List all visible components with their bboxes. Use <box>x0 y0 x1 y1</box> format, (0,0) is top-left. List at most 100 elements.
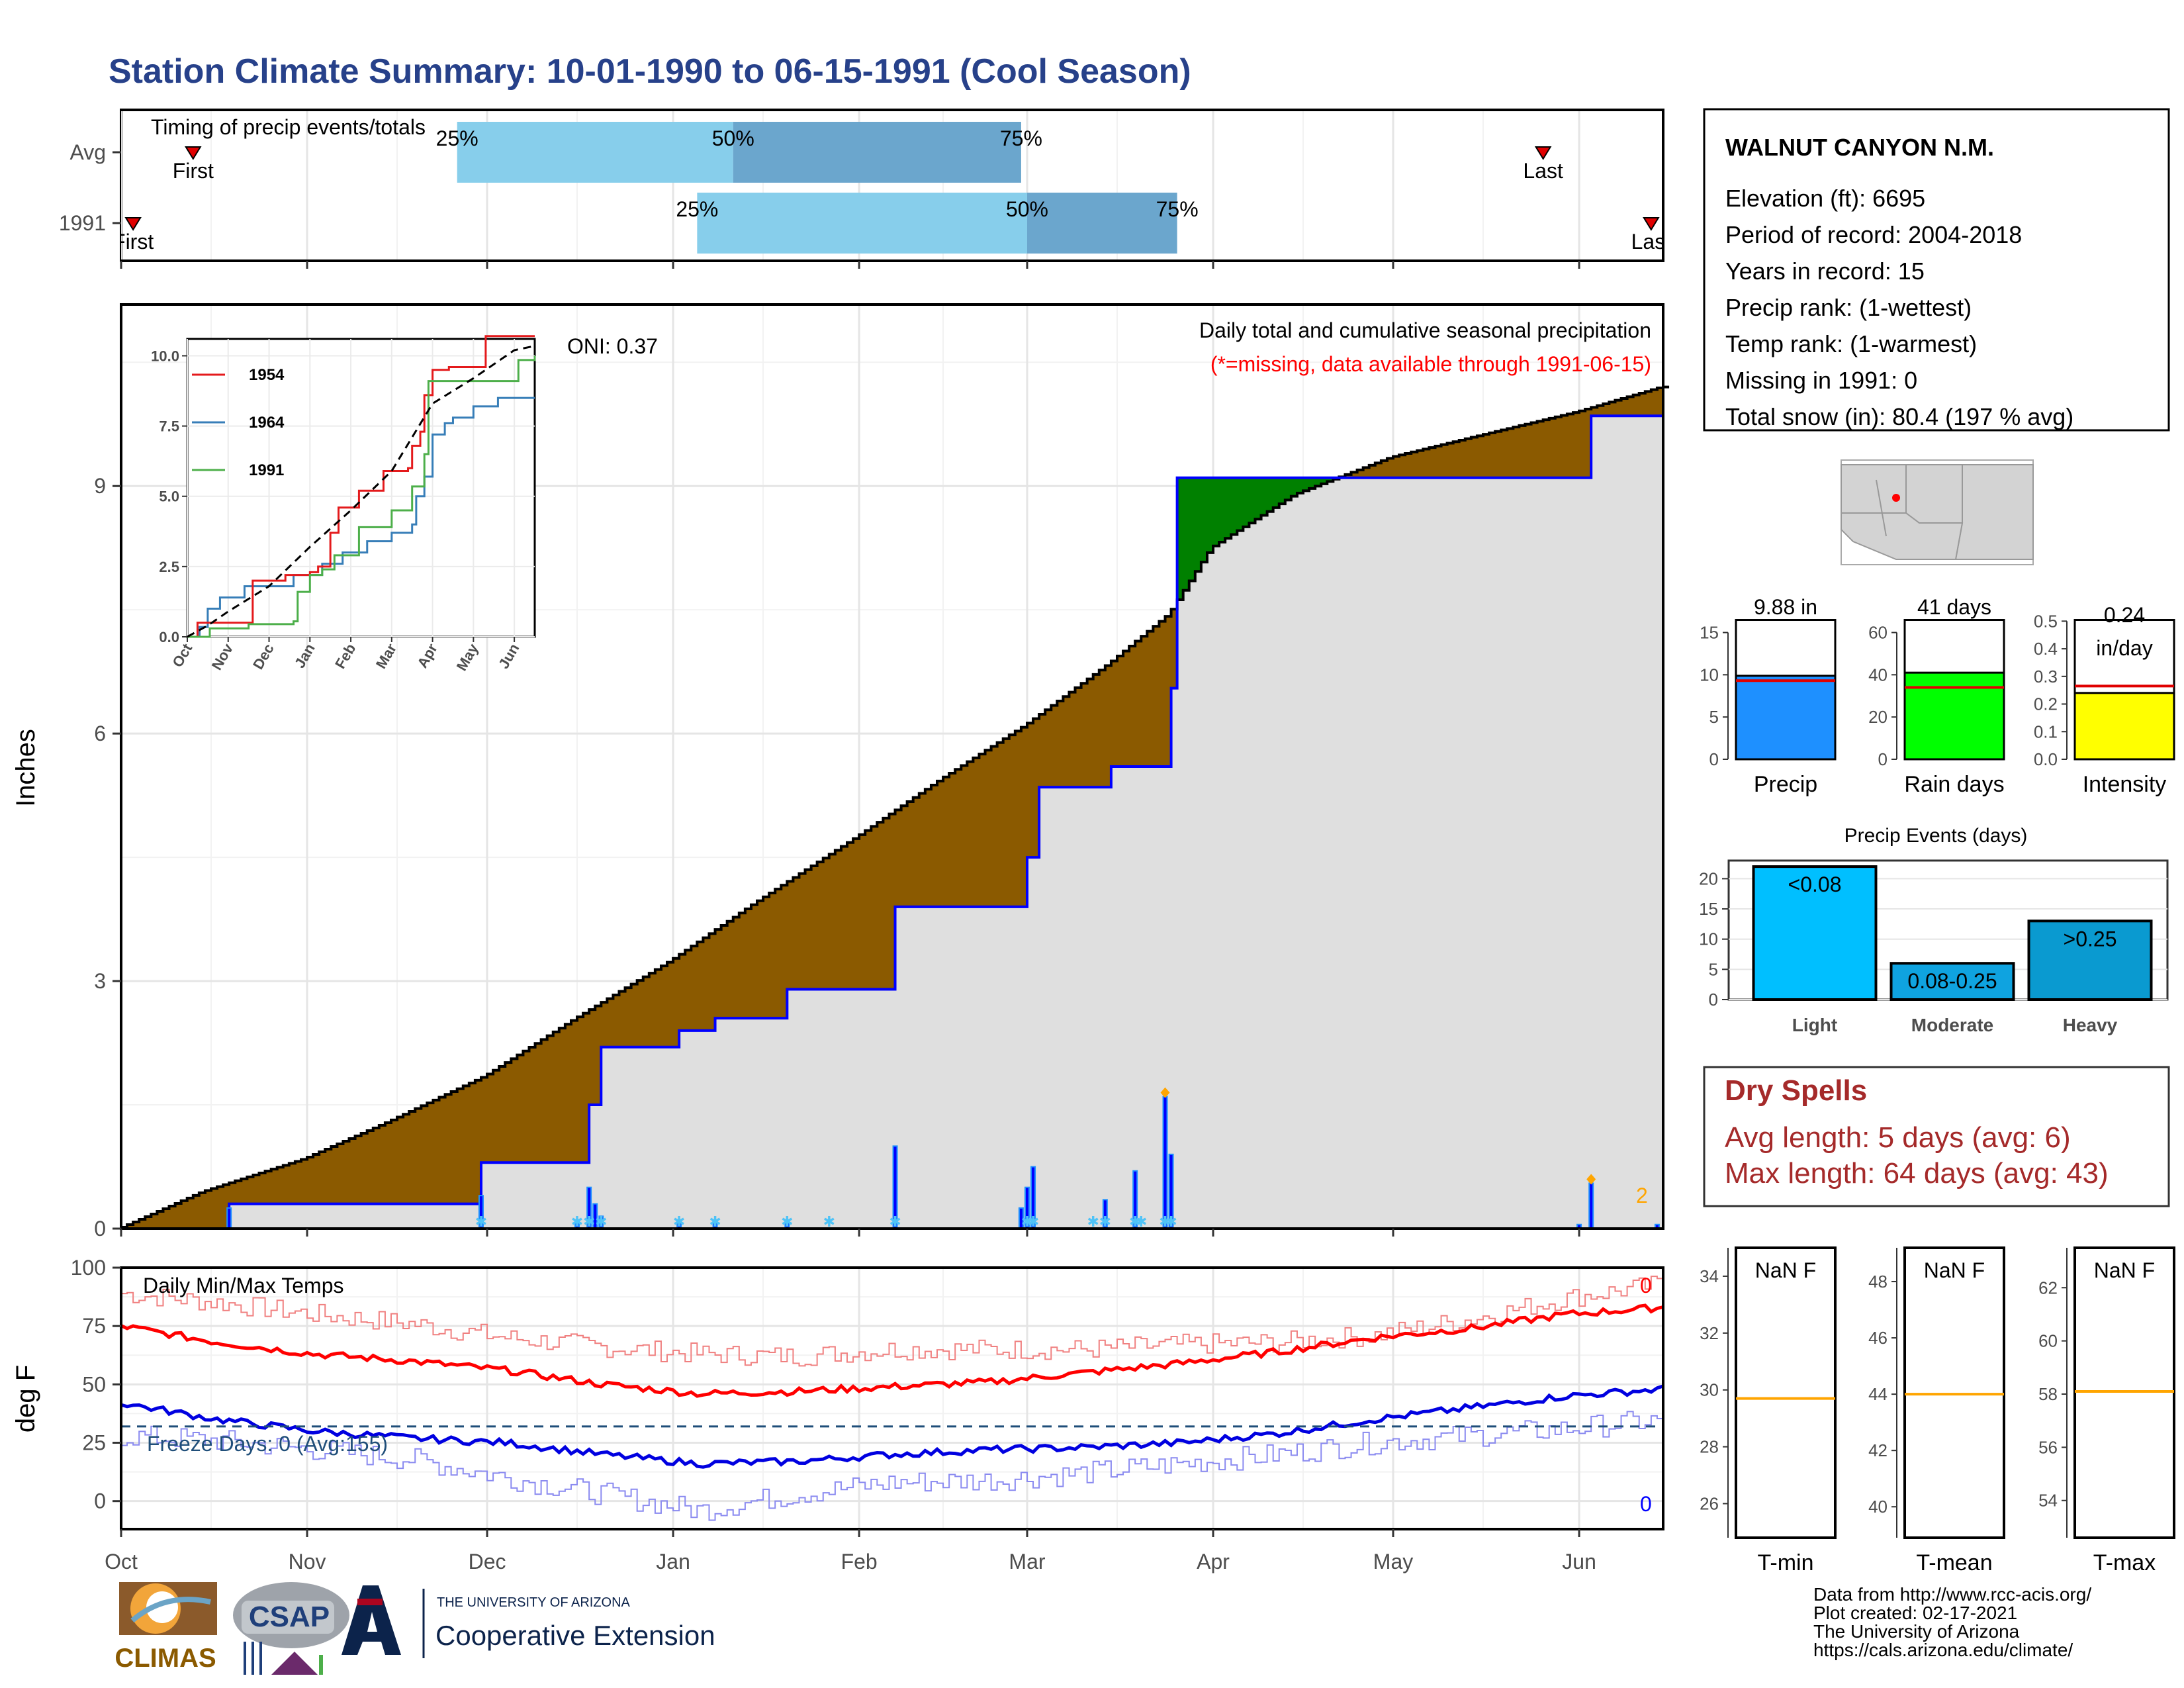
temp-box-y-tick-label: 34 <box>1700 1266 1719 1286</box>
dry-spells-avg: Avg length: 5 days (avg: 6) <box>1725 1121 2071 1154</box>
cumulative-average-line <box>121 385 1670 1229</box>
station-precip-rank: Precip rank: (1-wettest) <box>1725 294 1972 321</box>
mini-bar-y-tick-label: 60 <box>1868 623 1888 643</box>
ua-cooperative-extension: Cooperative Extension <box>435 1620 715 1651</box>
mini-bar-y-tick-label: 15 <box>1700 623 1719 643</box>
temp-box-value-label: NaN F <box>1755 1258 1816 1282</box>
temp-y-tick-label: 75 <box>82 1314 106 1338</box>
mini-bar-y-tick-label: 0 <box>1709 749 1719 769</box>
temp-box-frame <box>1903 1246 2005 1539</box>
timing-title: Timing of precip events/totals <box>151 115 426 139</box>
temp-summary-boxes: NaN F 26 28 30 32 34 T-min NaN F 40 42 44 46 48 T-mea… <box>1700 1246 2175 1575</box>
temp-panel-title: Daily Min/Max Temps <box>143 1274 343 1297</box>
snow-day-marker: ✱ <box>475 1213 487 1230</box>
month-tick-label: Feb <box>841 1550 878 1573</box>
heavy-precip-marker <box>1160 1087 1170 1098</box>
mini-bar-value-label: 9.88 in <box>1754 595 1817 619</box>
timing-bar-q50-q75 <box>733 122 1021 183</box>
mini-bar-y-tick-label: 0.0 <box>2034 749 2058 769</box>
dry-spells-box: Dry Spells Avg length: 5 days (avg: 6) M… <box>1703 1066 2170 1207</box>
temp-box-y-tick-label: 40 <box>1868 1497 1888 1517</box>
snow-day-marker: ✱ <box>673 1213 685 1230</box>
credit-university: The University of Arizona <box>1813 1621 2020 1642</box>
timing-q25-label: 25% <box>436 126 478 150</box>
timing-bar-q25-q50 <box>697 193 1027 254</box>
mini-bar-y-tick-label: 0 <box>1878 749 1888 769</box>
precip-count-label: 2 <box>1636 1184 1648 1207</box>
summary-bars: 0 5 10 15 9.88 in Precip 0 20 40 60 41 days Rain da… <box>1700 595 2175 797</box>
precip-events-title: Precip Events (days) <box>1844 825 2028 847</box>
inset-y-tick-label: 0.0 <box>159 629 179 645</box>
tmax-1991-line <box>121 1276 1664 1367</box>
snow-day-marker: ✱ <box>781 1213 793 1230</box>
station-period: Period of record: 2004-2018 <box>1725 221 2022 248</box>
credits: Data from http://www.rcc-acis.org/ Plot … <box>1813 1584 2091 1660</box>
oni-value: ONI: 0.37 <box>567 334 658 358</box>
temp-box-y-tick-label: 48 <box>1868 1272 1888 1291</box>
mini-bar-value-label: 41 days <box>1917 595 1991 619</box>
temp-box-category-label: T-mean <box>1916 1550 1992 1575</box>
temp-box-y-tick-label: 54 <box>2038 1491 2058 1511</box>
month-axis: Oct Nov Dec Jan Feb Mar Apr May Jun <box>105 261 1596 1573</box>
mini-bar-value <box>1735 675 1837 761</box>
temp-y-tick-label: 25 <box>82 1431 106 1455</box>
temp-box-y-tick-label: 42 <box>1868 1440 1888 1460</box>
station-elevation: Elevation (ft): 6695 <box>1725 185 1925 212</box>
mini-bar-y-tick-label: 0.3 <box>2034 667 2058 686</box>
dry-spells-title: Dry Spells <box>1725 1074 1867 1107</box>
station-temp-rank: Temp rank: (1-warmest) <box>1725 330 1977 357</box>
daily-precip-bar <box>226 1207 232 1229</box>
snow-day-marker: ✱ <box>709 1213 721 1230</box>
precip-y-tick-label: 3 <box>94 969 106 993</box>
mini-bar-y-tick-label: 40 <box>1868 665 1888 684</box>
timing-panel: 25% 50% 75% First Last 25% 50% 75% First Last Tim… <box>59 109 1672 262</box>
inset-line-1954 <box>187 335 535 638</box>
timing-row-label-avg: Avg <box>69 140 106 164</box>
precip-panel-title: Daily total and cumulative seasonal prec… <box>1199 318 1651 342</box>
temp-box-y-tick-label: 46 <box>1868 1328 1888 1348</box>
snow-day-marker: ✱ <box>583 1213 595 1230</box>
temp-box-y-tick-label: 56 <box>2038 1437 2058 1457</box>
heavy-precip-marker <box>1586 1174 1596 1185</box>
timing-first-marker <box>185 146 202 160</box>
inset-y-tick-label: 10.0 <box>151 348 179 364</box>
timing-last-label: Last <box>1523 159 1563 183</box>
snow-day-marker: ✱ <box>1159 1213 1171 1230</box>
climas-logo-text: CLIMAS <box>114 1644 216 1673</box>
page-title: Station Climate Summary: 10-01-1990 to 0… <box>109 52 1191 91</box>
mini-bar-value <box>2073 692 2175 761</box>
station-info-box: WALNUT CANYON N.M. Elevation (ft): 6695 … <box>1703 108 2170 432</box>
snow-day-marker: ✱ <box>1027 1213 1039 1230</box>
mini-bar-value <box>1903 671 2005 761</box>
temp-box-y-tick-label: 58 <box>2038 1384 2058 1404</box>
station-location-marker <box>1892 494 1900 502</box>
mini-bar-category-label: Rain days <box>1904 772 2004 797</box>
temp-box-value-label: NaN F <box>2094 1258 2155 1282</box>
station-years: Years in record: 15 <box>1725 258 1925 285</box>
mini-bar-y-tick-label: 10 <box>1700 665 1719 684</box>
events-y-tick-label: 20 <box>1699 868 1718 888</box>
temp-box-y-tick-label: 26 <box>1700 1493 1719 1513</box>
mini-bar-y-tick-label: 20 <box>1868 707 1888 727</box>
timing-q75-label: 75% <box>1156 197 1199 221</box>
timing-bar-q25-q50 <box>457 122 733 183</box>
temp-box-frame <box>1735 1246 1837 1539</box>
freeze-days-label: Freeze Days: 0 (Avg:155) <box>147 1432 388 1456</box>
station-missing: Missing in 1991: 0 <box>1725 367 1917 394</box>
temp-y-tick-label: 50 <box>82 1372 106 1396</box>
snow-day-marker: ✱ <box>1129 1213 1141 1230</box>
events-bar <box>1889 962 2015 1002</box>
temp-box-category-label: T-min <box>1758 1550 1814 1575</box>
temp-box-frame <box>2073 1246 2175 1539</box>
events-category-label: Light <box>1792 1015 1837 1035</box>
mini-bar-y-tick-label: 5 <box>1709 707 1719 727</box>
tmax-average-line <box>120 1303 1664 1398</box>
precip-y-axis-label: Inches <box>11 729 40 807</box>
snow-day-marker: ✱ <box>1099 1213 1111 1230</box>
timing-first-label: First <box>173 159 214 183</box>
month-tick-label: Dec <box>469 1550 506 1573</box>
daily-precip-bar <box>1588 1182 1594 1229</box>
timing-last-label: Last <box>1631 230 1672 254</box>
precip-y-tick-label: 6 <box>94 722 106 745</box>
university-of-arizona-logo: THE UNIVERSITY OF ARIZONA Cooperative Ex… <box>341 1585 715 1658</box>
